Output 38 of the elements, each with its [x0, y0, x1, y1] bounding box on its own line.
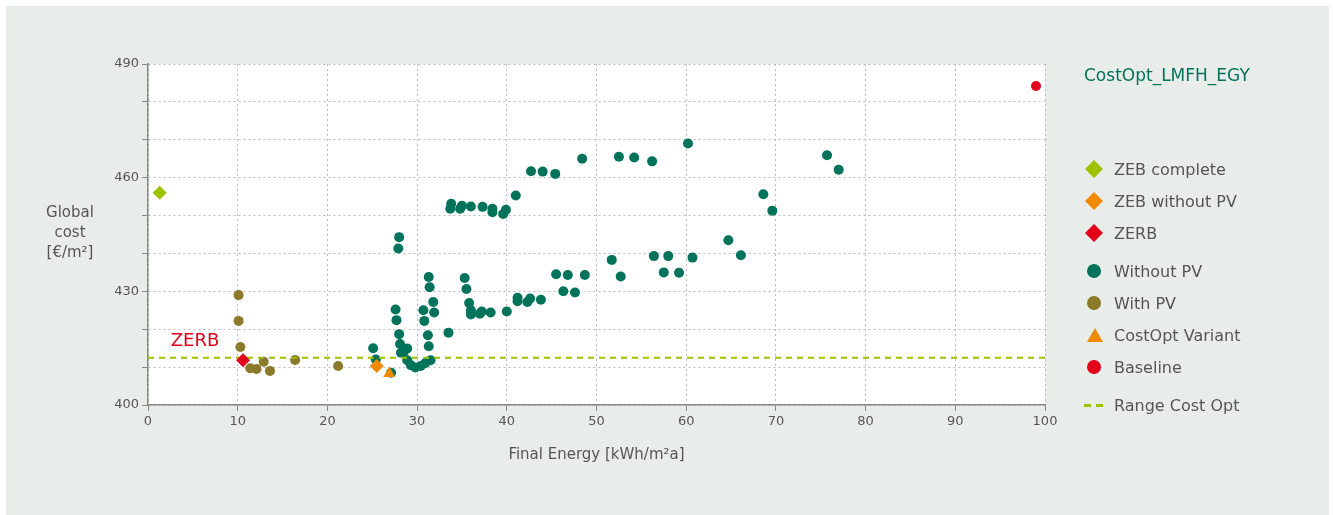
x-tick-label: 40 [498, 413, 516, 429]
point [1031, 80, 1042, 91]
y-tick-label: 460 [114, 169, 139, 185]
point [369, 358, 384, 373]
x-tick-label: 100 [1032, 413, 1058, 429]
point [251, 364, 262, 375]
legend-label: ZEB without PV [1114, 191, 1237, 211]
legend-label: ZEB complete [1114, 159, 1226, 179]
legend-title: CostOpt_LMFH_EGY [1084, 65, 1250, 85]
legend-label: Range Cost Opt [1114, 395, 1240, 415]
y-tick-label: 490 [114, 55, 139, 71]
point [333, 360, 344, 371]
x-tick-label: 70 [767, 413, 785, 429]
legend-label: With PV [1114, 293, 1177, 313]
y-axis-title: Global cost [€/m²] [45, 202, 95, 262]
point [152, 185, 167, 200]
x-tick-label: 10 [229, 413, 246, 429]
x-tick-label: 80 [857, 413, 874, 429]
point [258, 356, 269, 367]
point [264, 365, 275, 376]
legend-label: Baseline [1114, 357, 1182, 377]
x-tick-label: 60 [677, 413, 695, 429]
annotation: ZERB [170, 329, 220, 351]
point [235, 342, 246, 353]
x-tick-label: 90 [947, 413, 964, 429]
x-tick-label: 30 [408, 413, 426, 429]
legend-label: ZERB [1114, 223, 1158, 243]
x-tick-label: 0 [143, 413, 153, 429]
x-tick-label: 50 [588, 413, 605, 429]
point [236, 353, 251, 368]
legend-label: Without PV [1114, 261, 1203, 281]
point [233, 290, 244, 301]
y-tick-label: 400 [114, 396, 139, 412]
legend-label: CostOpt Variant [1114, 325, 1241, 345]
y-tick-label: 430 [114, 282, 139, 298]
x-axis-title: Final Energy [kWh/m²a] [507, 445, 686, 463]
point [233, 315, 244, 326]
x-tick-label: 20 [319, 413, 336, 429]
